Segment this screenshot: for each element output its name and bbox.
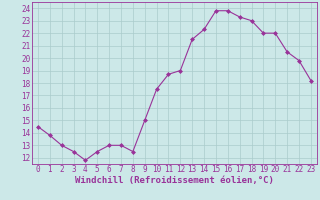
X-axis label: Windchill (Refroidissement éolien,°C): Windchill (Refroidissement éolien,°C) (75, 176, 274, 185)
